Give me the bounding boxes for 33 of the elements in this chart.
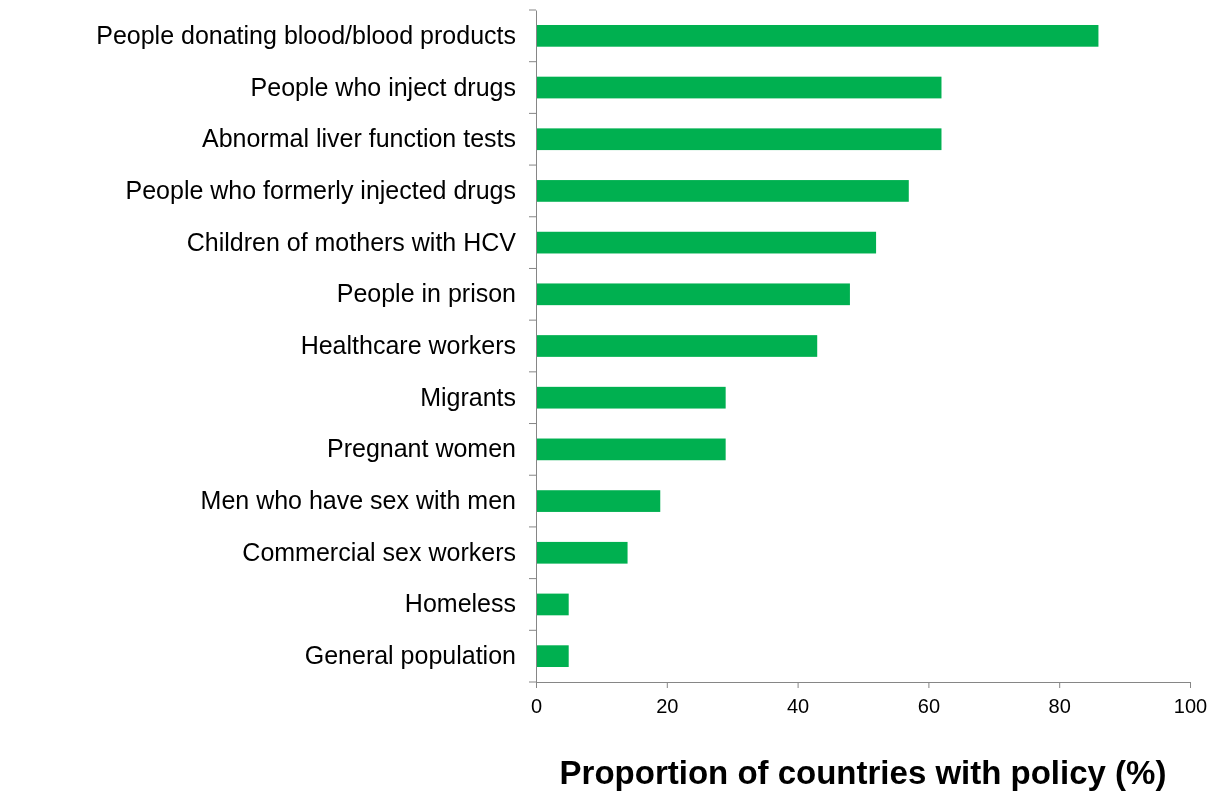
bar (536, 541, 628, 564)
y-tick-label: Children of mothers with HCV (186, 227, 517, 256)
y-tick-label: Pregnant women (326, 434, 516, 463)
y-tick-label: Healthcare workers (300, 331, 516, 359)
y-tick-label: Homeless (404, 589, 516, 618)
x-axis-title: Proportion of countries with policy (%) (559, 754, 1167, 791)
y-tick-label: General population (304, 641, 516, 670)
bar (536, 283, 850, 306)
bar (536, 645, 569, 668)
x-tick-label: 40 (786, 695, 810, 717)
bar (536, 335, 818, 357)
y-tick-label: People who formerly injected drugs (125, 175, 516, 204)
y-tick-label: Commercial sex workers (242, 537, 516, 566)
y-tick-label: Migrants (420, 382, 516, 411)
x-tick-label: 80 (1048, 695, 1071, 717)
x-tick-label: 0 (530, 695, 543, 717)
x-tick-label: 60 (917, 695, 941, 717)
bar (536, 593, 569, 616)
y-tick-label: People donating blood/blood products (96, 20, 516, 49)
y-tick-label: Abnormal liver function tests (201, 124, 516, 153)
bar (536, 180, 909, 202)
y-tick-label: People in prison (336, 279, 516, 308)
x-tick-label: 100 (1173, 695, 1208, 717)
y-tick-label: Men who have sex with men (200, 486, 516, 515)
bar (536, 24, 1099, 47)
bar (536, 231, 877, 254)
x-tick-label: 20 (656, 695, 679, 717)
bar (536, 128, 942, 151)
bar (536, 386, 726, 409)
bar (536, 490, 661, 512)
y-tick-label: People who inject drugs (250, 72, 516, 101)
bar (536, 438, 726, 461)
bar (536, 76, 942, 99)
